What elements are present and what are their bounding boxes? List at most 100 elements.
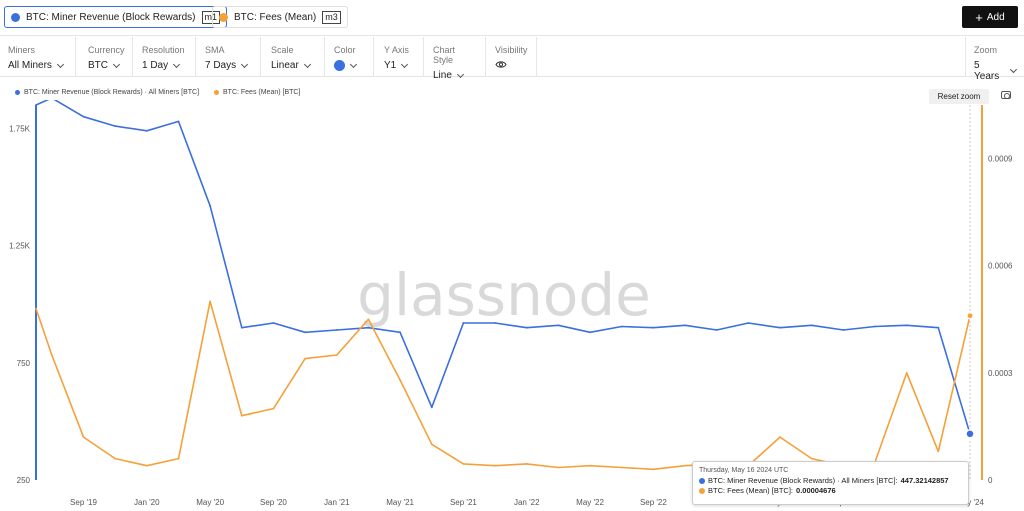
- data-point-miner-revenue: [209, 204, 212, 207]
- control-sma[interactable]: SMA 7 Days: [197, 37, 261, 77]
- data-point-miner-revenue: [557, 324, 560, 327]
- control-zoom[interactable]: Zoom 5 Years: [965, 37, 1024, 82]
- tooltip-dot: [699, 488, 705, 494]
- control-miners[interactable]: Miners All Miners: [0, 37, 76, 77]
- chevron-down-icon: [303, 60, 311, 68]
- control-value: BTC: [88, 60, 108, 71]
- data-point-fees: [50, 354, 53, 356]
- data-point-miner-revenue: [145, 129, 148, 132]
- control-value: Line: [433, 70, 452, 81]
- data-point-fees: [557, 466, 560, 469]
- control-value: Y1: [384, 60, 397, 71]
- hover-marker-fees: [966, 312, 974, 320]
- y1-tick-label: 250: [17, 476, 31, 485]
- legend-dot: [214, 90, 219, 95]
- data-point-miner-revenue: [525, 326, 528, 329]
- x-tick-label: May '22: [576, 498, 604, 507]
- hover-marker-miner-revenue: [965, 429, 975, 439]
- data-point-miner-revenue: [430, 406, 433, 409]
- data-point-miner-revenue: [937, 326, 940, 329]
- metric-name: BTC: Fees (Mean): [234, 11, 317, 23]
- chevron-down-icon: [173, 60, 181, 68]
- control-currency[interactable]: Currency BTC: [80, 37, 133, 77]
- control-y-axis[interactable]: Y Axis Y1: [376, 37, 424, 77]
- x-tick-label: Jan '21: [324, 498, 350, 507]
- control-label: Miners: [8, 45, 36, 55]
- legend-label: BTC: Miner Revenue (Block Rewards) · All…: [24, 89, 200, 96]
- reset-zoom-button[interactable]: Reset zoom: [929, 89, 989, 104]
- control-label: Visibility: [495, 45, 528, 55]
- add-metric-button[interactable]: + Add: [962, 6, 1018, 28]
- data-point-miner-revenue: [842, 329, 845, 331]
- y2-tick-label: 0.0003: [988, 369, 1013, 378]
- data-point-miner-revenue: [82, 115, 85, 118]
- control-chart-style[interactable]: Chart Style Line: [425, 37, 486, 81]
- control-value: 1 Day: [142, 60, 169, 71]
- data-point-miner-revenue: [462, 322, 465, 324]
- chart-area[interactable]: glassnode 250 750 1.25K 1.75K 0 0.0003 0.0006 0.…: [0, 100, 1024, 511]
- control-visibility[interactable]: Visibility: [487, 37, 537, 77]
- metric-chip-fees[interactable]: BTC: Fees (Mean) m3: [212, 6, 348, 28]
- data-point-fees: [905, 372, 908, 374]
- data-point-fees: [684, 464, 686, 467]
- chevron-down-icon: [1010, 66, 1018, 73]
- data-point-fees: [114, 457, 117, 460]
- legend-dot: [15, 90, 20, 95]
- y1-tick-label: 1.75K: [9, 124, 31, 133]
- x-tick-label: Sep '22: [640, 498, 667, 507]
- y1-tick-label: 750: [17, 359, 31, 368]
- data-point-miner-revenue: [272, 322, 275, 324]
- data-point-miner-revenue: [399, 331, 401, 334]
- control-scale[interactable]: Scale Linear: [263, 37, 325, 77]
- tooltip-date: Thursday, May 16 2024 UTC: [699, 467, 789, 474]
- data-point-fees: [82, 436, 85, 438]
- legend-item-miner-revenue[interactable]: BTC: Miner Revenue (Block Rewards) · All…: [15, 89, 199, 96]
- control-label: Color: [334, 45, 356, 55]
- control-label: Zoom: [974, 45, 998, 55]
- control-value: 5 Years: [974, 60, 1000, 82]
- data-point-miner-revenue: [905, 324, 908, 327]
- data-point-miner-revenue: [715, 329, 718, 331]
- x-tick-label: May '24: [956, 498, 984, 507]
- control-label: Chart Style: [433, 45, 456, 65]
- y2-tick-label: 0.0006: [988, 262, 1013, 271]
- y1-tick-label: 1.25K: [9, 242, 31, 251]
- control-resolution[interactable]: Resolution 1 Day: [134, 37, 196, 77]
- data-point-miner-revenue: [620, 325, 623, 328]
- data-point-miner-revenue: [779, 326, 781, 329]
- data-point-fees: [240, 414, 243, 417]
- metric-chip-miner-revenue[interactable]: BTC: Miner Revenue (Block Rewards) m1: [4, 6, 228, 28]
- x-tick-label: Sep '19: [70, 498, 97, 507]
- tooltip-label: BTC: Miner Revenue (Block Rewards) · All…: [708, 476, 898, 485]
- y2-tick-label: 0.0009: [988, 155, 1013, 164]
- series-color-dot: [219, 12, 228, 22]
- data-point-fees: [937, 450, 940, 453]
- data-point-miner-revenue: [240, 326, 243, 329]
- data-point-fees: [430, 443, 433, 446]
- data-point-miner-revenue: [367, 326, 370, 329]
- control-value: 7 Days: [205, 60, 237, 71]
- legend-label: BTC: Fees (Mean) [BTC]: [223, 89, 301, 96]
- data-point-miner-revenue: [874, 325, 876, 328]
- color-swatch: [334, 60, 345, 71]
- add-label: Add: [986, 11, 1005, 23]
- plus-icon: +: [975, 9, 983, 25]
- camera-icon[interactable]: [1001, 91, 1011, 99]
- chart-tooltip: Thursday, May 16 2024 UTC BTC: Miner Rev…: [692, 461, 969, 505]
- control-label: SMA: [205, 45, 225, 55]
- data-point-fees: [589, 464, 591, 467]
- tooltip-value: 447.32142857: [900, 476, 949, 485]
- data-point-fees: [177, 457, 180, 460]
- data-point-miner-revenue: [114, 125, 117, 127]
- data-point-miner-revenue: [494, 322, 496, 324]
- control-label: Resolution: [142, 45, 185, 55]
- data-point-miner-revenue: [652, 326, 655, 329]
- tooltip-row: BTC: Fees (Mean) [BTC]: 0.00004676: [699, 486, 962, 496]
- control-label: Currency: [88, 45, 125, 55]
- data-point-fees: [810, 457, 813, 460]
- legend-item-fees[interactable]: BTC: Fees (Mean) [BTC]: [214, 89, 300, 96]
- control-color[interactable]: Color: [326, 37, 374, 77]
- data-point-fees: [35, 307, 37, 310]
- data-point-fees: [209, 300, 212, 303]
- x-tick-label: Sep '21: [450, 498, 477, 507]
